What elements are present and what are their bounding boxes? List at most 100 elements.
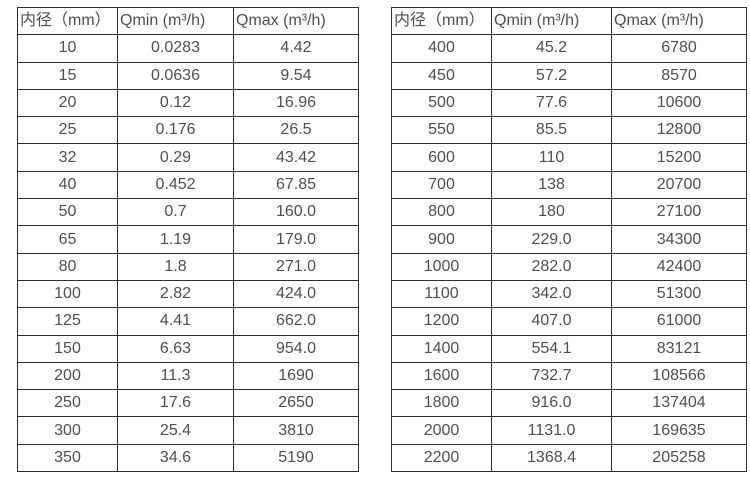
table-row: 10 0.0283 4.42 (17, 34, 359, 63)
table-cell: 271.0 (233, 252, 359, 281)
table-cell: 10 (17, 34, 118, 63)
table-cell: 400 (391, 34, 492, 63)
table-cell: 1368.4 (491, 443, 612, 473)
table-cell: 4.42 (233, 34, 359, 63)
table-cell: 5190 (233, 443, 359, 473)
table-cell: 85.5 (491, 116, 612, 145)
table-cell: 0.7 (117, 198, 234, 227)
table-cell: 1800 (391, 389, 492, 418)
table-cell: 50 (17, 198, 118, 227)
table-row: 2200 1368.4 205258 (391, 443, 747, 473)
table-row: 50 0.7 160.0 (17, 198, 359, 227)
table-cell: 4.41 (117, 307, 234, 336)
table-row: 1100 342.0 51300 (391, 279, 747, 309)
table-cell: 180 (491, 198, 612, 227)
table-row: 1000 282.0 42400 (391, 252, 747, 281)
table-cell: 200 (17, 361, 118, 391)
table-cell: 350 (17, 443, 118, 473)
table-cell: 2.82 (117, 279, 234, 309)
table-row: 550 85.5 12800 (391, 116, 747, 145)
table-cell: 3810 (233, 416, 359, 445)
table-cell: 2200 (391, 443, 492, 473)
table-cell: 450 (391, 61, 492, 90)
column-header: 内径（mm） (17, 6, 118, 36)
column-header: Qmax (m³/h) (233, 6, 359, 36)
table-cell: 80 (17, 252, 118, 281)
header-row: 内径（mm） Qmin (m³/h) Qmax (m³/h) (17, 6, 359, 36)
flow-range-tables: 内径（mm） Qmin (m³/h) Qmax (m³/h) 10 0.0283 4.4… (17, 6, 747, 473)
table-cell: 300 (17, 416, 118, 445)
table-cell: 15200 (611, 143, 747, 172)
table-cell: 34300 (611, 225, 747, 254)
table-cell: 732.7 (491, 361, 612, 391)
table-cell: 1000 (391, 252, 492, 281)
table-row: 2000 1131.0 169635 (391, 416, 747, 445)
table-row: 400 45.2 6780 (391, 34, 747, 63)
table-cell: 10600 (611, 88, 747, 118)
table-cell: 954.0 (233, 334, 359, 363)
table-cell: 32 (17, 143, 118, 172)
table-cell: 169635 (611, 416, 747, 445)
table-cell: 45.2 (491, 34, 612, 63)
table-cell: 6.63 (117, 334, 234, 363)
table-row: 600 110 15200 (391, 143, 747, 172)
table-cell: 424.0 (233, 279, 359, 309)
table-cell: 27100 (611, 198, 747, 227)
table-cell: 500 (391, 88, 492, 118)
table-cell: 250 (17, 389, 118, 418)
table-cell: 67.85 (233, 170, 359, 200)
table-cell: 25 (17, 116, 118, 145)
table-cell: 342.0 (491, 279, 612, 309)
table-cell: 20 (17, 88, 118, 118)
table-cell: 0.0283 (117, 34, 234, 63)
table-cell: 600 (391, 143, 492, 172)
table-cell: 12800 (611, 116, 747, 145)
table-row: 200 11.3 1690 (17, 361, 359, 391)
table-cell: 100 (17, 279, 118, 309)
table-cell: 900 (391, 225, 492, 254)
table-cell: 26.5 (233, 116, 359, 145)
table-cell: 1131.0 (491, 416, 612, 445)
table-cell: 0.0636 (117, 61, 234, 90)
table-cell: 1200 (391, 307, 492, 336)
table-cell: 110 (491, 143, 612, 172)
table-cell: 57.2 (491, 61, 612, 90)
table-row: 100 2.82 424.0 (17, 279, 359, 309)
column-header: 内径（mm） (391, 6, 492, 36)
column-header: Qmin (m³/h) (491, 6, 612, 36)
table-cell: 9.54 (233, 61, 359, 90)
table-row: 125 4.41 662.0 (17, 307, 359, 336)
table-cell: 1400 (391, 334, 492, 363)
table-cell: 34.6 (117, 443, 234, 473)
table-cell: 40 (17, 170, 118, 200)
table-row: 65 1.19 179.0 (17, 225, 359, 254)
table-row: 1800 916.0 137404 (391, 389, 747, 418)
column-header: Qmin (m³/h) (117, 6, 234, 36)
table-row: 250 17.6 2650 (17, 389, 359, 418)
table-cell: 11.3 (117, 361, 234, 391)
table-row: 1600 732.7 108566 (391, 361, 747, 391)
table-cell: 407.0 (491, 307, 612, 336)
table-row: 1200 407.0 61000 (391, 307, 747, 336)
table-cell: 205258 (611, 443, 747, 473)
table-row: 20 0.12 16.96 (17, 88, 359, 118)
header-row: 内径（mm） Qmin (m³/h) Qmax (m³/h) (391, 6, 747, 36)
table-cell: 8570 (611, 61, 747, 90)
table-cell: 43.42 (233, 143, 359, 172)
table-cell: 137404 (611, 389, 747, 418)
table-cell: 554.1 (491, 334, 612, 363)
table-cell: 17.6 (117, 389, 234, 418)
table-cell: 700 (391, 170, 492, 200)
table-cell: 150 (17, 334, 118, 363)
table-cell: 800 (391, 198, 492, 227)
table-row: 80 1.8 271.0 (17, 252, 359, 281)
table-cell: 179.0 (233, 225, 359, 254)
table-cell: 0.12 (117, 88, 234, 118)
table-cell: 1690 (233, 361, 359, 391)
column-header: Qmax (m³/h) (611, 6, 747, 36)
table-row: 15 0.0636 9.54 (17, 61, 359, 90)
table-cell: 2000 (391, 416, 492, 445)
table-cell: 25.4 (117, 416, 234, 445)
flow-range-table-dn400-2200: 内径（mm） Qmin (m³/h) Qmax (m³/h) 400 45.2 6780… (391, 6, 747, 473)
